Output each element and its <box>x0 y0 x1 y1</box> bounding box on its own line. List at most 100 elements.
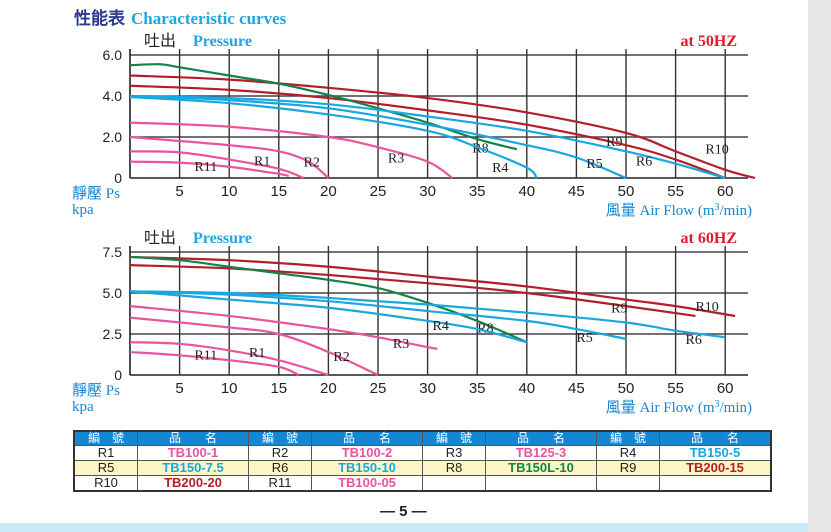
legend-row: R1 TB100-1 R2 TB100-2 R3 TB125-3 R4 TB150-5 <box>73 445 772 461</box>
x-tick-label: 35 <box>469 380 486 397</box>
series-line-r9 <box>129 264 696 318</box>
frequency-title: at 60HZ <box>681 230 737 247</box>
legend-code: R6 <box>248 460 312 476</box>
series-line-r4 <box>129 290 528 344</box>
series-label-r1: R1 <box>254 155 270 170</box>
y-tick-label: 7.5 <box>103 244 123 260</box>
series-line-r1 <box>129 150 305 180</box>
series-label-r10: R10 <box>705 142 728 157</box>
series-line-r5 <box>129 290 627 340</box>
x-tick-label: 25 <box>370 183 387 200</box>
series-line-r10 <box>129 74 756 180</box>
series-label-r2: R2 <box>333 350 349 365</box>
series-line-r11 <box>129 350 300 377</box>
y-tick-label: 2.0 <box>103 129 123 145</box>
y-axis-unit: kpa <box>72 399 94 415</box>
series-label-r3: R3 <box>393 337 409 352</box>
legend-code: R9 <box>596 460 660 476</box>
y-tick-label: 0 <box>114 367 122 383</box>
header-product-name: 品 名 <box>659 430 772 446</box>
legend-code: R5 <box>73 460 138 476</box>
pressure-label-en: Pressure <box>193 33 252 50</box>
header-code: 編 號 <box>596 430 660 446</box>
legend-code <box>596 475 660 492</box>
series-line-r3 <box>129 121 454 179</box>
x-tick-label: 25 <box>370 380 387 397</box>
x-tick-label: 50 <box>618 380 635 397</box>
series-line-r5 <box>129 94 627 180</box>
legend-code: R3 <box>422 445 486 461</box>
x-tick-label: 45 <box>568 183 585 200</box>
x-tick-label: 5 <box>175 183 183 200</box>
chart-60hz: 吐出 Pressure at 60HZ 0 2.5 5.0 7.5 5 10 15 20 25 30 35… <box>72 229 752 416</box>
y-axis-label: 靜壓 Ps <box>72 382 120 399</box>
series-line-r3 <box>129 305 438 350</box>
series-line-r10 <box>129 255 736 318</box>
legend-product-name: TB100-05 <box>311 475 423 492</box>
series-label-r5: R5 <box>586 157 602 172</box>
legend-header-row: 編 號品 名編 號品 名編 號品 名編 號品 名 <box>73 430 772 446</box>
y-tick-label: 5.0 <box>103 285 123 301</box>
legend-row: R5 TB150-7.5 R6 TB150-10 R8 TB150L-10 R9 TB200-… <box>73 460 772 476</box>
x-tick-label: 40 <box>518 380 535 397</box>
series-label-r2: R2 <box>304 156 320 171</box>
legend-product-name: TB100-1 <box>137 445 249 461</box>
series-label-r1: R1 <box>249 346 265 361</box>
series-label-r5: R5 <box>576 331 592 346</box>
legend-product-name: TB150-7.5 <box>137 460 249 476</box>
y-axis-label: 靜壓 Ps <box>72 185 120 202</box>
x-tick-label: 45 <box>568 380 585 397</box>
x-tick-label: 15 <box>270 380 287 397</box>
x-tick-label: 55 <box>667 183 684 200</box>
x-tick-label: 35 <box>469 183 486 200</box>
x-tick-label: 30 <box>419 183 436 200</box>
series-label-r11: R11 <box>194 160 217 175</box>
series-label-r10: R10 <box>695 300 718 315</box>
y-tick-label: 6.0 <box>103 47 123 63</box>
series-label-r11: R11 <box>194 348 217 363</box>
series-label-r9: R9 <box>611 302 627 317</box>
legend-product-name: TB200-15 <box>659 460 772 476</box>
x-tick-label: 10 <box>221 183 238 200</box>
y-axis-unit: kpa <box>72 202 94 218</box>
title-chinese: 性能表 <box>74 9 125 28</box>
series-line-r9 <box>129 84 726 180</box>
legend-product-name: TB150-5 <box>659 445 772 461</box>
legend-code: R11 <box>248 475 312 492</box>
series-line-r8 <box>129 63 518 151</box>
legend-code: R4 <box>596 445 660 461</box>
legend-code: R8 <box>422 460 486 476</box>
title-english: Characteristic curves <box>131 9 287 28</box>
legend-product-name <box>485 475 597 492</box>
legend-product-name: TB125-3 <box>485 445 597 461</box>
pressure-label-cn: 吐出 <box>144 229 176 247</box>
series-label-r9: R9 <box>606 135 622 150</box>
x-tick-label: 50 <box>618 183 635 200</box>
series-line-r1 <box>129 341 329 377</box>
legend-product-name: TB150-10 <box>311 460 423 476</box>
legend-product-name: TB200-20 <box>137 475 249 492</box>
series-label-r6: R6 <box>686 333 702 348</box>
series-line-r2 <box>129 135 330 179</box>
series-line-r4 <box>129 95 538 179</box>
page-number: — 5 — <box>380 503 427 520</box>
legend-product-name: TB150L-10 <box>485 460 597 476</box>
series-line-r6 <box>129 290 726 339</box>
x-tick-label: 60 <box>717 183 734 200</box>
x-axis-label: 風量 Air Flow (m3/min) <box>606 202 752 219</box>
pressure-label-cn: 吐出 <box>144 32 176 50</box>
header-code: 編 號 <box>248 430 312 446</box>
x-tick-label: 20 <box>320 380 337 397</box>
legend-row: R10 TB200-20 R11 TB100-05 <box>73 475 772 492</box>
header-product-name: 品 名 <box>485 430 597 446</box>
legend-table: 編 號品 名編 號品 名編 號品 名編 號品 名 R1 TB100-1 R2 TB10… <box>73 430 772 492</box>
header-code: 編 號 <box>422 430 486 446</box>
x-tick-label: 15 <box>270 183 287 200</box>
x-tick-label: 60 <box>717 380 734 397</box>
pressure-label-en: Pressure <box>193 230 252 247</box>
header-code: 編 號 <box>73 430 138 446</box>
page-title: 性能表 Characteristic curves <box>74 4 286 29</box>
series-label-r4: R4 <box>492 161 508 176</box>
series-label-r4: R4 <box>433 319 449 334</box>
x-tick-label: 30 <box>419 380 436 397</box>
